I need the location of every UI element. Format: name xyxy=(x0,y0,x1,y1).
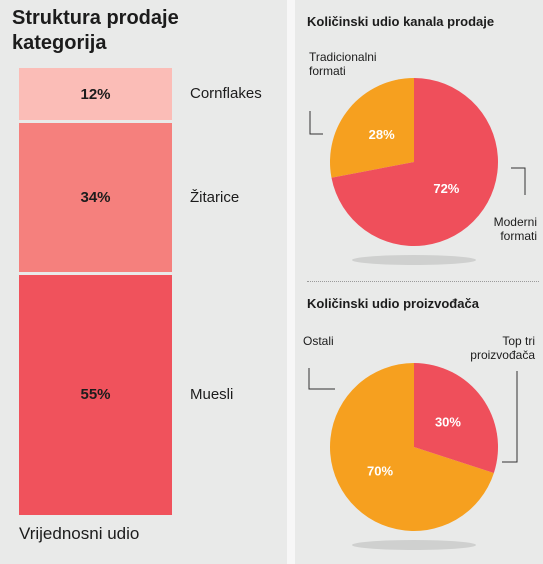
pie1-label-traditional-line2: formati xyxy=(309,64,346,78)
pie-slice xyxy=(331,78,498,247)
pie-slice-value: 72% xyxy=(433,181,459,196)
pie1-label-traditional-line1: Tradicionalni xyxy=(309,50,377,64)
category-label: Cornflakes xyxy=(190,85,262,103)
pie2-label-top3: Top tri proizvođača xyxy=(470,334,535,362)
pie-slice-value: 70% xyxy=(367,464,393,479)
stack-segment-1: 12% xyxy=(19,68,172,121)
pie-slice-value: 28% xyxy=(369,127,395,142)
stack-chart-title-line2: kategorija xyxy=(12,32,107,54)
panel-divider xyxy=(287,0,295,564)
pie2-chart: 70% 30% xyxy=(308,362,518,550)
stack-chart-title: Struktura prodaje kategorija xyxy=(12,6,272,56)
pie1-chart: 28% 72% xyxy=(309,78,526,265)
pie2-label-top3-line1: Top tri xyxy=(502,334,535,348)
pie-shadow xyxy=(352,255,476,265)
category-label: Žitarice xyxy=(190,188,240,206)
pie1-label-modern: Moderni formati xyxy=(494,215,537,243)
pie2-label-top3-line2: proizvođača xyxy=(470,348,535,362)
pie1-label-modern-line2: formati xyxy=(500,229,537,243)
pie1-label-traditional: Tradicionalni formati xyxy=(309,50,377,78)
right-panel: Količinski udio kanala prodaje 28% 72% Tr… xyxy=(295,0,543,564)
leader-line xyxy=(308,368,335,390)
stack-segment-2: 34% xyxy=(19,123,172,272)
section-separator xyxy=(307,281,539,282)
pie-slice xyxy=(330,78,414,178)
leader-line xyxy=(502,371,518,463)
pie-shadow xyxy=(352,540,476,550)
pie-slice xyxy=(330,363,494,531)
pie2-title: Količinski udio proizvođača xyxy=(307,296,479,311)
stack-chart-footer: Vrijednosni udio xyxy=(19,524,140,543)
pie2-label-others: Ostali xyxy=(303,334,334,348)
leader-line xyxy=(309,111,323,135)
stack-segment-value: 55% xyxy=(80,386,111,404)
pie1-title: Količinski udio kanala prodaje xyxy=(307,14,495,29)
pie2-label-others-line1: Ostali xyxy=(303,334,334,348)
stack-chart-title-line1: Struktura prodaje xyxy=(12,7,179,29)
pie-slice xyxy=(414,362,498,473)
left-panel: Struktura prodaje kategorija 12% 34% 55% C… xyxy=(12,6,272,543)
pie1-label-modern-line1: Moderni xyxy=(493,215,537,229)
stack-segment-value: 34% xyxy=(80,189,111,207)
pie-slice-value: 30% xyxy=(435,414,461,429)
stacked-bar: 12% 34% 55% xyxy=(19,68,172,515)
category-label: Muesli xyxy=(190,385,234,403)
stack-segment-value: 12% xyxy=(80,85,111,103)
leader-line xyxy=(511,167,526,195)
stack-segment-3: 55% xyxy=(19,274,172,515)
